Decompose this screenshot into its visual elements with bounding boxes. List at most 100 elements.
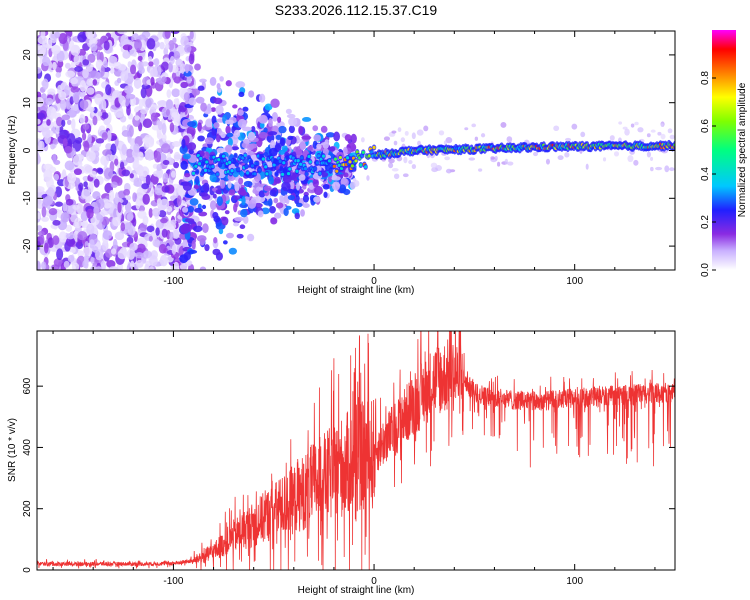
noise-blob [203,182,210,193]
noise-blob [123,188,131,196]
noise-blob [322,141,329,149]
noise-blob [178,102,187,113]
noise-blob [204,244,210,252]
noise-blob [124,222,132,230]
noise-blob [174,237,182,245]
noise-blob [239,171,245,177]
signal-core [258,168,262,172]
signal-core [221,154,226,158]
noise-blob [279,137,286,147]
noise-blob [129,242,138,251]
noise-blob [51,44,61,55]
noise-blob [474,136,479,141]
noise-blob [360,137,365,143]
noise-blob [251,125,256,133]
noise-blob [270,217,278,225]
colorbar: 0.0 0.2 0.4 0.6 0.8 Normalized spectral ampl… [700,30,748,277]
noise-blob [43,195,54,206]
signal-core [191,171,196,175]
noise-blob [85,150,96,162]
signal-core [261,157,265,161]
noise-blob [532,151,539,157]
noise-blob [61,119,66,127]
noise-blob [264,103,273,111]
signal-core [197,162,202,166]
noise-blob [602,157,607,162]
noise-blob [411,132,416,140]
noise-blob [216,82,221,90]
noise-blob [294,212,300,220]
noise-blob [74,217,82,229]
snr-x-tick-label: 100 [566,576,583,587]
noise-blob [77,230,88,241]
noise-blob [403,156,408,164]
noise-blob [162,172,169,183]
noise-blob [182,181,193,192]
noise-blob [613,151,620,157]
noise-blob [497,161,501,167]
noise-blob [145,98,152,108]
noise-blob [117,201,122,214]
noise-blob [233,222,240,227]
snr-y-tick-label: 0 [22,567,33,573]
noise-blob [179,145,188,154]
signal-core [305,172,309,176]
noise-blob [118,93,123,104]
noise-blob [56,50,65,62]
noise-blob [171,244,177,255]
noise-blob [55,72,62,78]
noise-blob [98,198,104,204]
noise-blob [102,230,113,240]
noise-blob [618,121,623,125]
noise-blob [630,123,635,128]
signal-core [235,162,239,166]
spectrogram-y-tick-label: 0 [22,147,33,153]
snr-panel: -100 0 100 0 200 400 600 Height of straight l… [7,330,676,596]
noise-blob [471,123,477,128]
noise-blob [64,160,75,171]
signal-core [232,159,237,163]
noise-blob [353,180,360,187]
noise-blob [187,205,195,213]
noise-blob [183,92,190,102]
noise-blob [95,266,103,270]
noise-blob [134,39,142,51]
noise-blob [226,232,234,239]
noise-blob [331,176,341,181]
signal-core [217,158,221,162]
signal-core [364,165,368,169]
noise-blob [179,263,188,270]
signal-core [337,163,341,168]
noise-blob [408,160,413,165]
noise-blob [248,143,258,149]
noise-blob [316,143,322,150]
noise-blob [133,77,142,89]
noise-blob [121,169,131,177]
noise-blob [103,40,110,51]
noise-blob [633,159,639,166]
noise-blob [188,97,197,106]
noise-blob [241,195,246,206]
noise-blob [148,61,154,67]
noise-blob [283,207,289,217]
noise-blob [247,199,257,209]
noise-blob [325,132,335,138]
noise-blob [173,98,179,105]
noise-blob [295,182,301,191]
noise-blob [133,143,140,153]
noise-blob [417,140,421,146]
noise-blob [43,169,53,181]
noise-blob [61,169,67,179]
noise-blob [152,238,161,247]
noise-blob [212,166,222,174]
noise-blob [490,156,495,160]
figure-title: S233.2026.112.15.37.C19 [275,2,438,18]
signal-core [286,171,291,176]
noise-blob [173,261,180,270]
noise-blob [122,44,133,51]
noise-blob [133,181,143,187]
noise-blob [225,119,234,125]
noise-blob [74,136,83,144]
noise-blob [383,136,390,141]
noise-blob [65,236,76,247]
